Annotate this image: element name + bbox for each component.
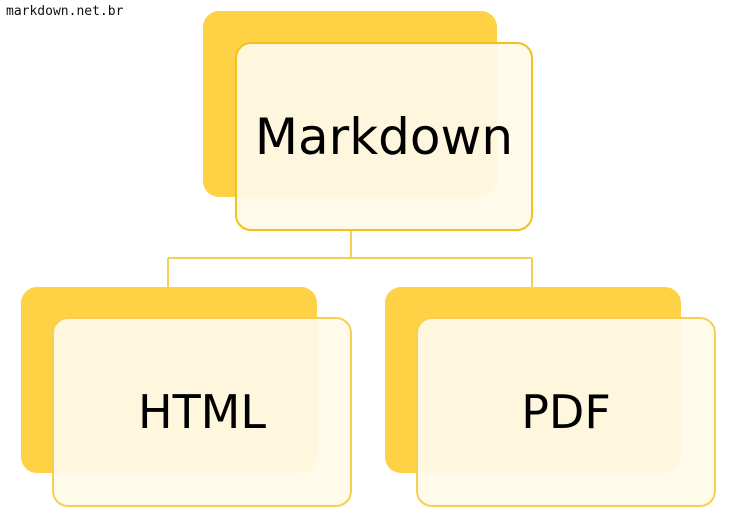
node-markdown-label: Markdown bbox=[254, 107, 514, 166]
node-html-box: HTML bbox=[52, 317, 352, 507]
node-pdf-label: PDF bbox=[521, 385, 611, 439]
node-markdown-box: Markdown bbox=[235, 42, 533, 231]
node-html: HTML bbox=[21, 287, 352, 507]
node-html-label: HTML bbox=[137, 385, 266, 439]
node-pdf: PDF bbox=[385, 287, 716, 507]
node-pdf-box: PDF bbox=[416, 317, 716, 507]
node-markdown: Markdown bbox=[203, 11, 533, 231]
watermark: markdown.net.br bbox=[6, 4, 124, 19]
